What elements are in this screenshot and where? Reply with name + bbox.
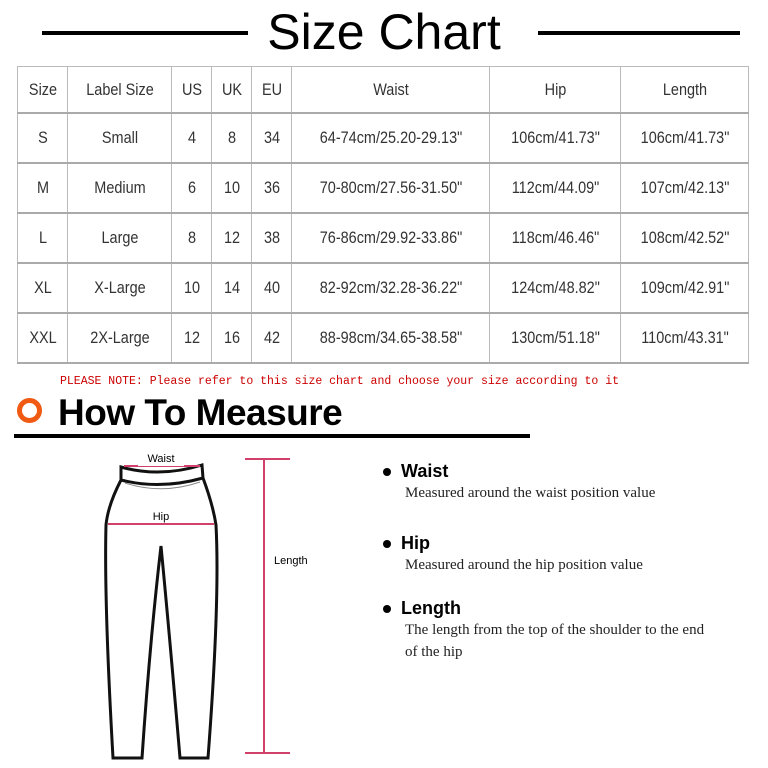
title-rule-right: [538, 31, 740, 35]
circle-bullet-icon: [17, 398, 42, 423]
table-row: XL X-Large 10 14 40 82-92cm/32.28-36.22" 124cm…: [17, 262, 749, 314]
table-cell: 14: [214, 262, 249, 314]
column-header: US: [174, 66, 209, 114]
table-cell: 12: [174, 312, 209, 364]
table-cell: Medium: [74, 162, 165, 214]
table-cell: 108cm/42.52": [629, 212, 740, 264]
column-header: Waist: [305, 66, 476, 114]
item-description: Measured around the waist position value: [405, 485, 656, 501]
table-cell: 110cm/43.31": [629, 312, 740, 364]
table-cell: S: [20, 112, 65, 164]
table-cell: 130cm/51.18": [498, 312, 612, 364]
how-to-measure-heading: How To Measure: [58, 392, 343, 433]
length-measure-line: [245, 458, 290, 754]
heading-rule: [14, 434, 530, 438]
table-cell: 88-98cm/34.65-38.58": [305, 312, 476, 364]
table-cell: 76-86cm/29.92-33.86": [305, 212, 476, 264]
table-cell: 64-74cm/25.20-29.13": [305, 112, 476, 164]
table-cell: X-Large: [74, 262, 165, 314]
table-cell: 2X-Large: [74, 312, 165, 364]
measure-item-waist: Waist Measured around the waist position…: [383, 461, 715, 504]
table-cell: 4: [174, 112, 209, 164]
table-cell: Small: [74, 112, 165, 164]
hip-label: Hip: [153, 511, 170, 523]
column-header: Size: [20, 66, 65, 114]
table-cell: 107cm/42.13": [629, 162, 740, 214]
table-cell: 70-80cm/27.56-31.50": [305, 162, 476, 214]
table-cell: 112cm/44.09": [498, 162, 612, 214]
item-label: Hip: [401, 533, 430, 553]
page-title: Size Chart: [267, 4, 501, 60]
table-cell: 10: [214, 162, 249, 214]
waist-label: Waist: [147, 453, 174, 465]
bullet-icon: [383, 605, 391, 614]
measure-item-length: Length The length from the top of the sh…: [383, 598, 715, 663]
size-table: Size Label Size US UK EU Waist Hip Length S Smal…: [17, 66, 749, 364]
table-cell: 8: [214, 112, 249, 164]
item-label: Length: [401, 598, 461, 618]
item-description: The length from the top of the shoulder …: [405, 622, 705, 660]
table-cell: 34: [254, 112, 289, 164]
table-cell: 10: [174, 262, 209, 314]
table-cell: 106cm/41.73": [629, 112, 740, 164]
table-cell: 12: [214, 212, 249, 264]
table-cell: L: [20, 212, 65, 264]
size-note: PLEASE NOTE: Please refer to this size c…: [60, 375, 619, 388]
table-row: S Small 4 8 34 64-74cm/25.20-29.13" 106cm/41.7…: [17, 112, 749, 164]
table-row: XXL 2X-Large 12 16 42 88-98cm/34.65-38.58" 130…: [17, 312, 749, 364]
item-description: Measured around the hip position value: [405, 557, 643, 573]
table-cell: 38: [254, 212, 289, 264]
table-cell: Large: [74, 212, 165, 264]
item-label: Waist: [401, 461, 449, 481]
column-header: Label Size: [74, 66, 165, 114]
table-row: M Medium 6 10 36 70-80cm/27.56-31.50" 112cm/44…: [17, 162, 749, 214]
pants-outline: [104, 463, 219, 760]
bullet-icon: [383, 540, 391, 549]
measure-item-hip: Hip Measured around the hip position val…: [383, 533, 715, 576]
table-cell: 106cm/41.73": [498, 112, 612, 164]
table-cell: XXL: [20, 312, 65, 364]
bullet-icon: [383, 468, 391, 477]
table-cell: 109cm/42.91": [629, 262, 740, 314]
table-cell: 36: [254, 162, 289, 214]
table-cell: 82-92cm/32.28-36.22": [305, 262, 476, 314]
table-cell: 42: [254, 312, 289, 364]
title-rule-left: [42, 31, 248, 35]
table-cell: 124cm/48.82": [498, 262, 612, 314]
length-label: Length: [274, 555, 308, 567]
table-cell: 8: [174, 212, 209, 264]
table-cell: 16: [214, 312, 249, 364]
